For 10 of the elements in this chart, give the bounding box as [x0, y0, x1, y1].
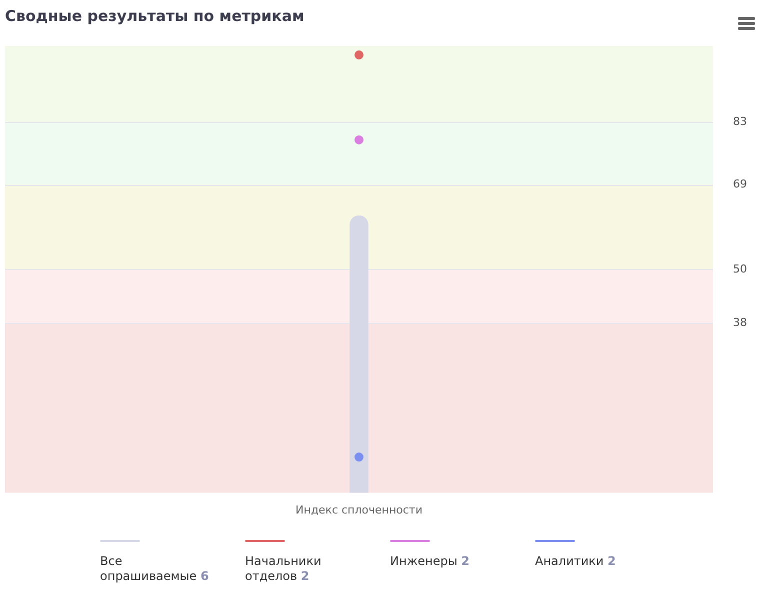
legend-label: Все опрашиваемые 6	[100, 554, 210, 584]
y-tick-label: 83	[733, 114, 748, 128]
legend-label: Начальники отделов 2	[245, 554, 322, 584]
chart-title: Сводные результаты по метрикам	[5, 6, 304, 25]
y-tick-label: 50	[733, 262, 748, 276]
y-tick-label: 38	[733, 316, 748, 329]
x-tick-label: Индекс сплоченности	[296, 503, 422, 516]
legend-label: Аналитики 2	[535, 554, 617, 569]
y-tick-label: 69	[733, 177, 748, 190]
legend-label: Инженеры 2	[390, 554, 471, 569]
